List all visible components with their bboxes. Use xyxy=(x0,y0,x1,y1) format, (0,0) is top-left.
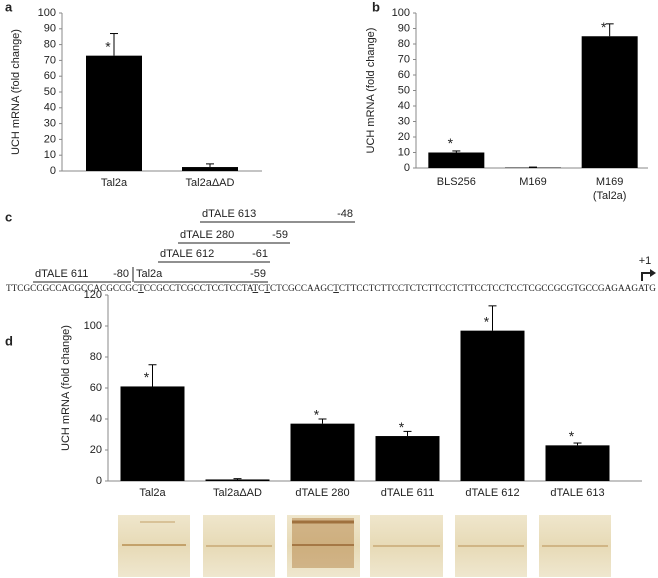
x-tick-label: dTALE 612 xyxy=(465,487,519,499)
start-arrowhead xyxy=(650,269,656,277)
site-position: -48 xyxy=(337,208,353,220)
panel-label: b xyxy=(372,0,380,14)
site-position: -59 xyxy=(250,268,266,280)
y-tick-label: 0 xyxy=(50,165,56,177)
panel-label: c xyxy=(5,209,12,224)
y-tick-label: 10 xyxy=(44,149,56,161)
y-tick-label: 20 xyxy=(90,444,102,456)
y-tick-label: 70 xyxy=(44,54,56,66)
site-name: Tal2a xyxy=(136,268,163,280)
bar xyxy=(428,152,485,168)
sequence-segment: T xyxy=(333,284,339,294)
y-tick-label: 90 xyxy=(44,23,56,35)
site-name: dTALE 280 xyxy=(180,229,234,241)
sequence-segment: C xyxy=(258,284,264,294)
x-tick-label: M169 xyxy=(519,176,547,188)
y-tick-label: 70 xyxy=(398,53,410,65)
significance-mark: * xyxy=(399,419,405,435)
bar xyxy=(581,36,638,168)
y-axis-label: UCH mRNA (fold change) xyxy=(60,325,72,451)
x-tick-label: M169 xyxy=(596,176,624,188)
bar xyxy=(460,330,525,481)
y-tick-label: 0 xyxy=(96,475,102,487)
leaf-photo xyxy=(287,515,360,577)
significance-mark: * xyxy=(601,19,607,35)
bar xyxy=(120,386,185,481)
bar xyxy=(182,167,238,171)
x-tick-label: (Tal2a) xyxy=(593,190,627,202)
y-tick-label: 80 xyxy=(90,351,102,363)
y-tick-label: 20 xyxy=(398,131,410,143)
y-tick-label: 100 xyxy=(84,320,102,332)
y-tick-label: 60 xyxy=(44,70,56,82)
y-tick-label: 0 xyxy=(404,162,410,174)
leaf-photo xyxy=(118,515,190,577)
bar xyxy=(290,423,355,481)
bar xyxy=(375,436,440,481)
panel-label: a xyxy=(5,0,13,14)
y-tick-label: 30 xyxy=(398,115,410,127)
x-tick-label: Tal2aΔAD xyxy=(186,177,235,189)
y-tick-label: 120 xyxy=(84,289,102,301)
sequence-segment: T xyxy=(138,284,144,294)
significance-mark: * xyxy=(144,369,150,385)
y-tick-label: 60 xyxy=(90,382,102,394)
y-tick-label: 30 xyxy=(44,118,56,130)
y-tick-label: 90 xyxy=(398,22,410,34)
y-tick-label: 80 xyxy=(44,39,56,51)
y-axis-label: UCH mRNA (fold change) xyxy=(365,28,377,154)
x-tick-label: dTALE 613 xyxy=(550,487,604,499)
sequence-segment: T xyxy=(264,284,270,294)
y-tick-label: 40 xyxy=(90,413,102,425)
y-tick-label: 40 xyxy=(44,102,56,114)
y-tick-label: 100 xyxy=(38,7,56,19)
start-arrow xyxy=(641,272,651,281)
site-name: dTALE 613 xyxy=(202,208,256,220)
x-tick-label: Tal2a xyxy=(101,177,128,189)
significance-mark: * xyxy=(448,135,454,151)
y-tick-label: 80 xyxy=(398,38,410,50)
y-tick-label: 10 xyxy=(398,146,410,158)
bar xyxy=(86,55,142,171)
leaf-photos xyxy=(118,515,611,577)
bar xyxy=(205,479,270,481)
significance-mark: * xyxy=(569,428,575,444)
site-name: dTALE 611 xyxy=(35,268,88,280)
y-axis-label: UCH mRNA (fold change) xyxy=(10,29,22,155)
significance-mark: * xyxy=(314,406,320,422)
sequence-segment: CTCGCCAAGC xyxy=(270,284,333,294)
sequence: TTCGCCGCCACGCCACGCCGCTCCGCCTCGCCTCCTCCTA… xyxy=(6,284,656,294)
y-tick-label: 40 xyxy=(398,100,410,112)
x-tick-label: BLS256 xyxy=(437,176,476,188)
start-label: +1 xyxy=(639,255,652,267)
sequence-segment: T xyxy=(253,284,259,294)
sequence-segment: TTCGCCGCCACGCCACGCCGC xyxy=(6,284,138,294)
site-position: -59 xyxy=(272,229,288,241)
site-position: -61 xyxy=(252,248,268,260)
site-name: dTALE 612 xyxy=(160,248,214,260)
significance-mark: * xyxy=(105,38,111,54)
y-tick-label: 60 xyxy=(398,69,410,81)
sequence-segment: CCGCCTCGCCTCCTCCTA xyxy=(144,284,254,294)
y-tick-label: 20 xyxy=(44,133,56,145)
leaf-photo xyxy=(455,515,527,577)
significance-mark: * xyxy=(484,313,490,329)
x-tick-label: Tal2aΔAD xyxy=(213,487,262,499)
y-tick-label: 50 xyxy=(398,84,410,96)
y-tick-label: 50 xyxy=(44,86,56,98)
x-tick-label: dTALE 611 xyxy=(381,487,434,499)
x-tick-label: dTALE 280 xyxy=(295,487,349,499)
leaf-photo xyxy=(203,515,275,577)
panel-label: d xyxy=(5,333,13,348)
leaf-photo xyxy=(370,515,443,577)
sequence-segment: CTTCCTCTTCCTCTCTTCCTCTTCCTCCTCCTCGCCGCGT… xyxy=(339,284,656,294)
y-tick-label: 100 xyxy=(392,7,410,19)
site-position: -80 xyxy=(113,268,129,280)
x-tick-label: Tal2a xyxy=(139,487,166,499)
leaf-photo xyxy=(539,515,611,577)
bar xyxy=(545,445,610,481)
